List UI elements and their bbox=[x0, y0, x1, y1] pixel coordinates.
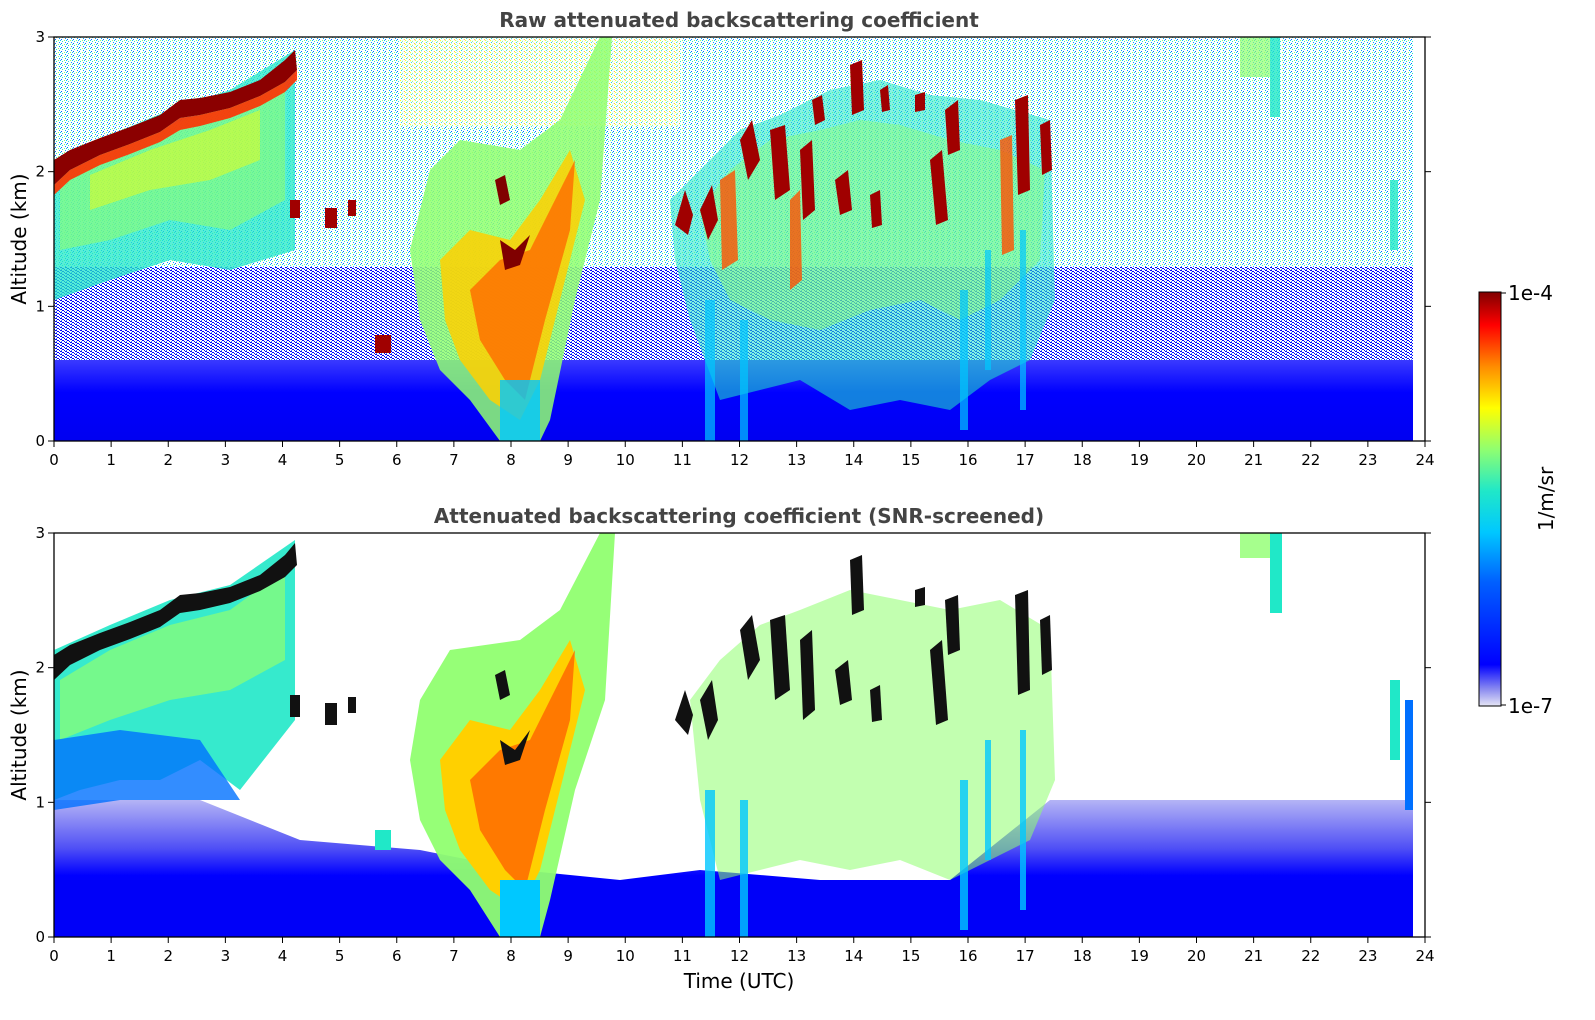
panel-screened-y-ticks: 0 1 2 3 bbox=[35, 524, 1431, 946]
raw-x-tick-label: 13 bbox=[787, 451, 806, 469]
screened-x-tick-label: 24 bbox=[1415, 947, 1434, 965]
screened-y-tick-label: 3 bbox=[35, 524, 45, 542]
screened-x-tick-label: 19 bbox=[1130, 947, 1149, 965]
screened-x-tick-label: 21 bbox=[1244, 947, 1263, 965]
raw-x-tick-label: 3 bbox=[221, 451, 231, 469]
raw-x-tick-label: 19 bbox=[1130, 451, 1149, 469]
panel-screened-x-ticks: 0 1 2 3 4 5 6 7 8 9 10 11 12 13 14 15 16 17 18 19 20 21 22 23 24 bbox=[49, 937, 1435, 965]
panel-raw-x-ticks: 0 1 2 3 4 5 6 7 8 9 10 11 12 13 14 15 16 17 18 19 20 21 22 23 24 bbox=[49, 441, 1435, 469]
screened-x-tick-label: 13 bbox=[787, 947, 806, 965]
raw-x-tick-label: 21 bbox=[1244, 451, 1263, 469]
raw-x-tick-label: 0 bbox=[49, 451, 59, 469]
screened-x-tick-label: 23 bbox=[1358, 947, 1377, 965]
colorbar-label: 1/m/sr bbox=[1534, 466, 1558, 531]
panel-raw-heatmap bbox=[54, 37, 1413, 441]
screened-y-tick-label: 2 bbox=[35, 659, 45, 677]
screened-x-tick-label: 5 bbox=[335, 947, 345, 965]
screened-x-tick-label: 7 bbox=[449, 947, 459, 965]
screened-x-tick-label: 14 bbox=[844, 947, 863, 965]
raw-y-tick-label: 2 bbox=[35, 163, 45, 181]
raw-x-tick-label: 4 bbox=[278, 451, 288, 469]
screened-y-tick-label: 0 bbox=[35, 928, 45, 946]
screened-x-tick-label: 20 bbox=[1187, 947, 1206, 965]
screened-x-tick-label: 8 bbox=[506, 947, 516, 965]
raw-y-tick-label: 3 bbox=[35, 28, 45, 46]
raw-x-tick-label: 24 bbox=[1415, 451, 1434, 469]
screened-x-tick-label: 11 bbox=[673, 947, 692, 965]
raw-x-tick-label: 15 bbox=[901, 451, 920, 469]
raw-x-tick-label: 11 bbox=[673, 451, 692, 469]
panel-raw: Raw attenuated backscattering coefficien… bbox=[7, 8, 1435, 469]
raw-x-tick-label: 16 bbox=[958, 451, 977, 469]
panel-screened-xlabel: Time (UTC) bbox=[683, 969, 795, 993]
screened-x-tick-label: 22 bbox=[1301, 947, 1320, 965]
screened-x-tick-label: 12 bbox=[730, 947, 749, 965]
screened-x-tick-label: 6 bbox=[392, 947, 402, 965]
raw-x-tick-label: 14 bbox=[844, 451, 863, 469]
panel-screened: Attenuated backscattering coefficient (S… bbox=[7, 504, 1435, 993]
raw-x-tick-label: 1 bbox=[106, 451, 116, 469]
raw-x-tick-label: 18 bbox=[1073, 451, 1092, 469]
screened-x-tick-label: 0 bbox=[49, 947, 59, 965]
raw-x-tick-label: 17 bbox=[1016, 451, 1035, 469]
raw-x-tick-label: 8 bbox=[506, 451, 516, 469]
panel-raw-ylabel: Altitude (km) bbox=[7, 173, 31, 304]
raw-x-tick-label: 7 bbox=[449, 451, 459, 469]
raw-x-tick-label: 20 bbox=[1187, 451, 1206, 469]
colorbar-min-label: 1e-7 bbox=[1508, 694, 1553, 718]
panel-screened-ylabel: Altitude (km) bbox=[7, 669, 31, 800]
raw-y-tick-label: 1 bbox=[35, 297, 45, 315]
raw-x-tick-label: 9 bbox=[563, 451, 573, 469]
raw-x-tick-label: 5 bbox=[335, 451, 345, 469]
colorbar-max-label: 1e-4 bbox=[1508, 281, 1553, 305]
screened-x-tick-label: 2 bbox=[163, 947, 173, 965]
screened-x-tick-label: 10 bbox=[616, 947, 635, 965]
screened-x-tick-label: 18 bbox=[1073, 947, 1092, 965]
raw-x-tick-label: 10 bbox=[616, 451, 635, 469]
panel-screened-title: Attenuated backscattering coefficient (S… bbox=[434, 504, 1044, 528]
screened-x-tick-label: 17 bbox=[1016, 947, 1035, 965]
screened-x-tick-label: 1 bbox=[106, 947, 116, 965]
raw-x-tick-label: 23 bbox=[1358, 451, 1377, 469]
screened-y-tick-label: 1 bbox=[35, 793, 45, 811]
raw-x-tick-label: 6 bbox=[392, 451, 402, 469]
raw-x-tick-label: 22 bbox=[1301, 451, 1320, 469]
raw-y-tick-label: 0 bbox=[35, 432, 45, 450]
screened-x-tick-label: 15 bbox=[901, 947, 920, 965]
colorbar-gradient bbox=[1478, 291, 1502, 707]
raw-x-tick-label: 2 bbox=[163, 451, 173, 469]
screened-x-tick-label: 16 bbox=[958, 947, 977, 965]
screened-x-tick-label: 4 bbox=[278, 947, 288, 965]
colorbar: 1e-4 1e-7 1/m/sr bbox=[1478, 281, 1558, 718]
raw-x-tick-label: 12 bbox=[730, 451, 749, 469]
screened-x-tick-label: 3 bbox=[221, 947, 231, 965]
panel-raw-y-ticks: 0 1 2 3 bbox=[35, 28, 1431, 450]
screened-x-tick-label: 9 bbox=[563, 947, 573, 965]
panel-raw-title: Raw attenuated backscattering coefficien… bbox=[499, 8, 979, 32]
panel-screened-heatmap bbox=[54, 533, 1413, 937]
